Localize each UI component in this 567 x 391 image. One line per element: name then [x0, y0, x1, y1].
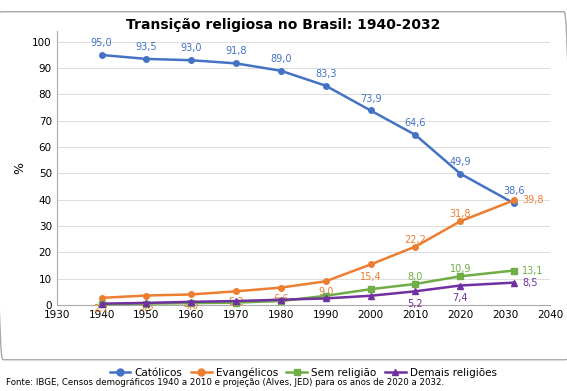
Text: 95,0: 95,0 — [91, 38, 112, 48]
Text: 93,0: 93,0 — [180, 43, 202, 53]
Text: 15,4: 15,4 — [360, 272, 382, 282]
Legend: Católicos, Evangélicos, Sem religião, Demais religiões: Católicos, Evangélicos, Sem religião, De… — [105, 363, 501, 382]
Text: 4,0: 4,0 — [184, 301, 199, 310]
Text: 91,8: 91,8 — [225, 47, 247, 56]
Text: 8,5: 8,5 — [522, 278, 538, 288]
Text: 89,0: 89,0 — [270, 54, 291, 64]
Text: 7,4: 7,4 — [452, 293, 468, 303]
Text: Fonte: IBGE, Censos demográficos 1940 a 2010 e projeção (Alves, JED) para os ano: Fonte: IBGE, Censos demográficos 1940 a … — [6, 378, 444, 387]
Text: 9,0: 9,0 — [318, 287, 333, 298]
Text: 93,5: 93,5 — [136, 42, 157, 52]
Text: 38,6: 38,6 — [503, 187, 525, 196]
Text: 6,6: 6,6 — [273, 294, 289, 304]
Text: 83,3: 83,3 — [315, 69, 337, 79]
Text: 31,8: 31,8 — [450, 209, 471, 219]
Text: 10,9: 10,9 — [450, 264, 471, 274]
Text: 2,7: 2,7 — [94, 304, 109, 314]
Text: 5,2: 5,2 — [408, 299, 424, 309]
Text: 8,0: 8,0 — [408, 272, 423, 282]
Text: 73,9: 73,9 — [360, 93, 382, 104]
Text: 39,8: 39,8 — [522, 195, 544, 205]
Text: 5,2: 5,2 — [229, 298, 244, 307]
Text: 64,6: 64,6 — [405, 118, 426, 128]
Text: Transição religiosa no Brasil: 1940-2032: Transição religiosa no Brasil: 1940-2032 — [126, 18, 441, 32]
Y-axis label: %: % — [14, 162, 27, 174]
Text: 13,1: 13,1 — [522, 265, 544, 276]
Text: 49,9: 49,9 — [450, 157, 471, 167]
Text: 22,2: 22,2 — [404, 235, 426, 245]
Text: 3,6: 3,6 — [139, 301, 154, 312]
